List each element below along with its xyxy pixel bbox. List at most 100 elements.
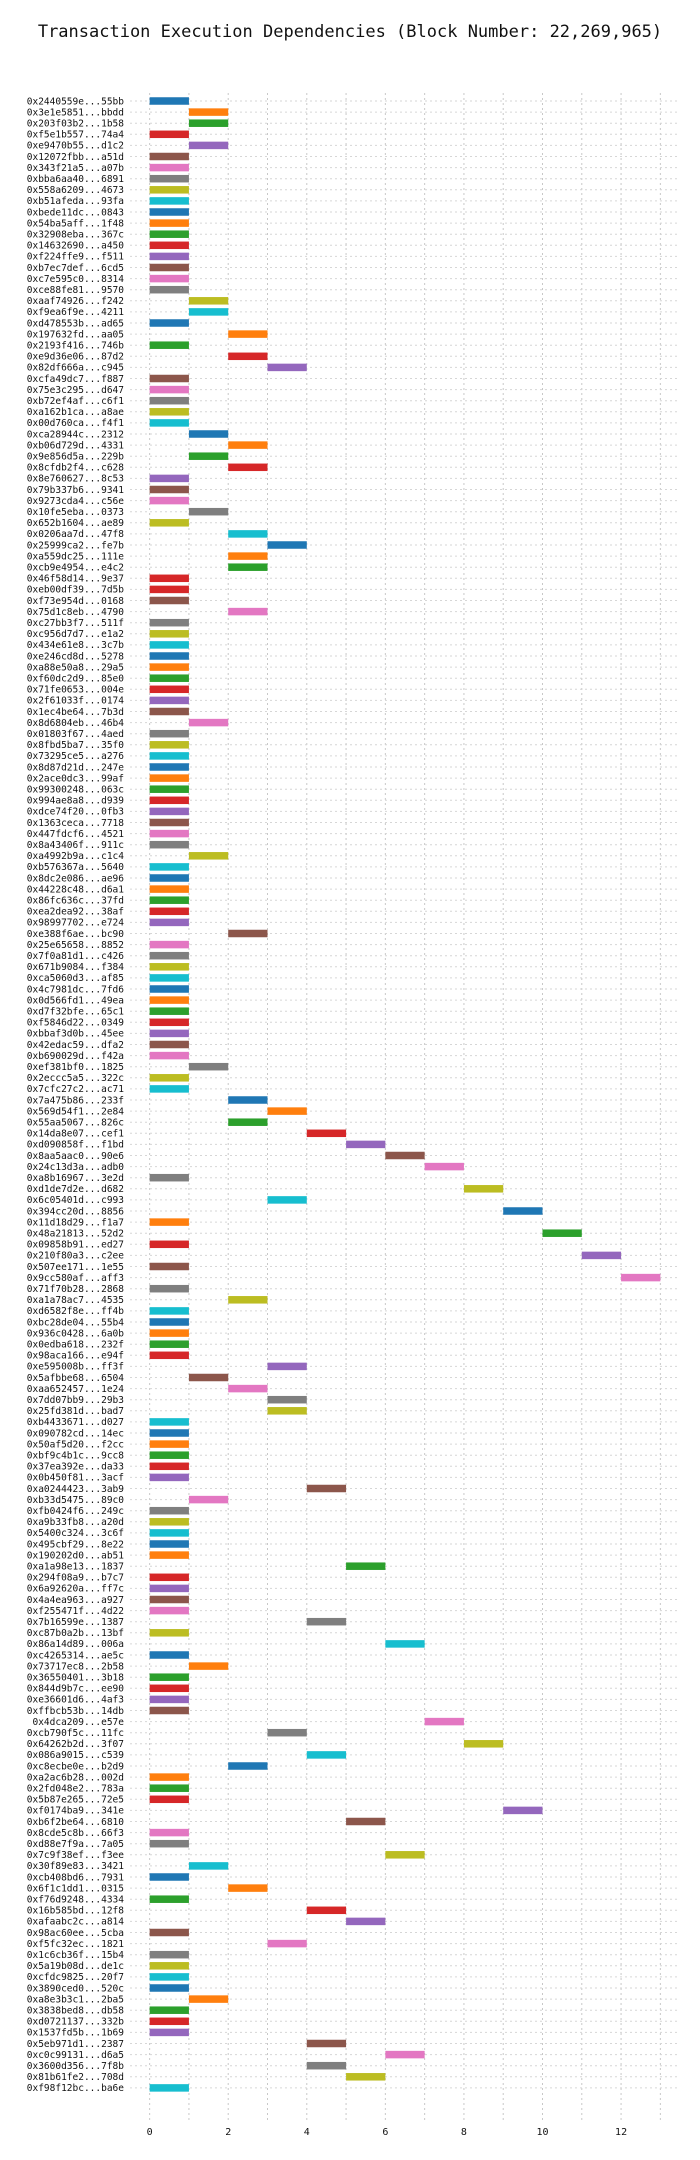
bar [149,1473,189,1482]
bar [149,241,189,250]
row-label: 0x447fdcf6...4521 [27,829,125,840]
bar [149,729,189,738]
row-label: 0x8cfdb2f4...c628 [27,463,125,474]
row-label: 0xc956d7d7...e1a2 [27,629,124,640]
bar [228,1762,268,1770]
row-label: 0xbba6aa40...6891 [27,174,125,185]
bar [542,1229,582,1237]
bar [149,97,189,105]
bar [267,1196,307,1204]
row-label: 0x16b585bd...12f8 [27,1906,125,1917]
bar [346,1817,386,1826]
row-label: 0x090782cd...14ec [27,1428,124,1439]
bar [149,896,189,904]
row-label: 0x0edba618...232f [27,1340,124,1351]
bar [149,374,189,383]
bar [149,186,189,194]
bar [149,1018,189,1027]
row-label: 0x09858b91...ed27 [27,1240,124,1251]
row-label: 0x197632fd...aa05 [27,329,124,340]
row-label: 0x25e65658...8852 [27,940,124,951]
row-label: 0x0d566fd1...49ea [27,995,124,1006]
bar [149,1284,189,1293]
bar [346,2073,386,2081]
bar [149,1074,189,1082]
row-label: 0xa0244423...3ab9 [27,1484,125,1495]
row-label: 0x36550401...3b18 [27,1673,125,1684]
row-label: 0x7f0a81d1...c426 [27,951,125,962]
bar [149,874,189,882]
x-tick-label: 6 [382,2127,388,2138]
bar [188,1862,229,1870]
bar [267,541,307,549]
bar [149,1651,189,1659]
row-label: 0xf224ffe9...f511 [27,252,125,263]
row-label: 0x1537fd5b...1b69 [27,2028,125,2039]
row-label: 0xfb0424f6...249c [27,1506,124,1517]
row-label: 0x994ae8a8...d939 [27,796,125,807]
x-tick-label: 8 [461,2127,467,2138]
row-label: 0xf255471f...4d22 [27,1606,124,1617]
bar [149,2084,189,2092]
row-label: 0x569d54f1...2e84 [27,1106,125,1117]
row-label: 0xafaabc2c...a814 [27,1917,125,1928]
row-label: 0x1c6cb36f...15b4 [27,1950,125,1961]
row-label: 0x5eb971d1...2387 [27,2039,124,2050]
row-label: 0xf5fc32ec...1821 [27,1939,125,1950]
bar [149,585,189,594]
bar [228,352,268,361]
row-label: 0x11d18d29...f1a7 [27,1217,124,1228]
bar [149,252,189,261]
bar [149,1695,189,1704]
row-label: 0x55aa5067...826c [27,1118,124,1129]
bar [149,319,189,327]
bar [149,1518,189,1526]
bar [149,1873,189,1881]
bar [149,685,189,694]
bar [149,918,189,927]
row-label: 0x73717ec8...2b58 [27,1661,125,1672]
bar-layer [149,97,661,2092]
bar [228,463,268,472]
row-label: 0x210f80a3...c2ee [27,1251,125,1262]
row-label: 0x25999ca2...fe7b [27,540,125,551]
bar [149,741,189,749]
bar [149,396,189,405]
row-label: 0x2ace0dc3...99af [27,773,124,784]
row-label: 0xd6582f8e...ff4b [27,1306,125,1317]
row-label: 0x2440559e...55bb [27,96,125,107]
row-label: 0x203f03b2...1b58 [27,119,125,130]
row-label: 0xd090858f...f1bd [27,1140,124,1151]
row-label: 0xe9d36e06...87d2 [27,352,124,363]
row-label: 0x14632690...a450 [27,241,125,252]
bar [149,474,189,483]
bar [228,607,268,616]
row-label: 0xa559dc25...111e [27,551,125,562]
row-label: 0x42edac59...dfa2 [27,1040,124,1051]
row-label: 0x8dc2e086...ae96 [27,873,125,884]
chart-title: Transaction Execution Dependencies (Bloc… [37,22,663,42]
bar [188,852,229,860]
row-label: 0x6c05401d...c993 [27,1195,124,1206]
row-label: 0xf76d9248...4334 [27,1895,125,1906]
bar [149,1351,189,1360]
bar [149,152,189,161]
bar [188,141,229,150]
bar [149,818,189,827]
bar [149,1262,189,1271]
row-label: 0xb51afeda...93fa [27,196,124,207]
row-label: 0xea2dea92...38af [27,907,124,918]
bar [149,707,189,716]
bar [463,1185,504,1193]
bar [149,130,189,139]
bar [188,108,229,116]
bar [149,1595,189,1604]
row-label: 0x8d6804eb...46b4 [27,718,125,729]
bar [188,119,229,127]
bar [149,2028,189,2037]
row-label: 0x14da8e07...cef1 [27,1129,125,1140]
row-label: 0x8e760627...8c53 [27,474,124,485]
grid-layer [130,93,680,2120]
row-label: 0x7b16599e...1387 [27,1617,124,1628]
row-label: 0x7cfc27c2...ac71 [27,1084,125,1095]
